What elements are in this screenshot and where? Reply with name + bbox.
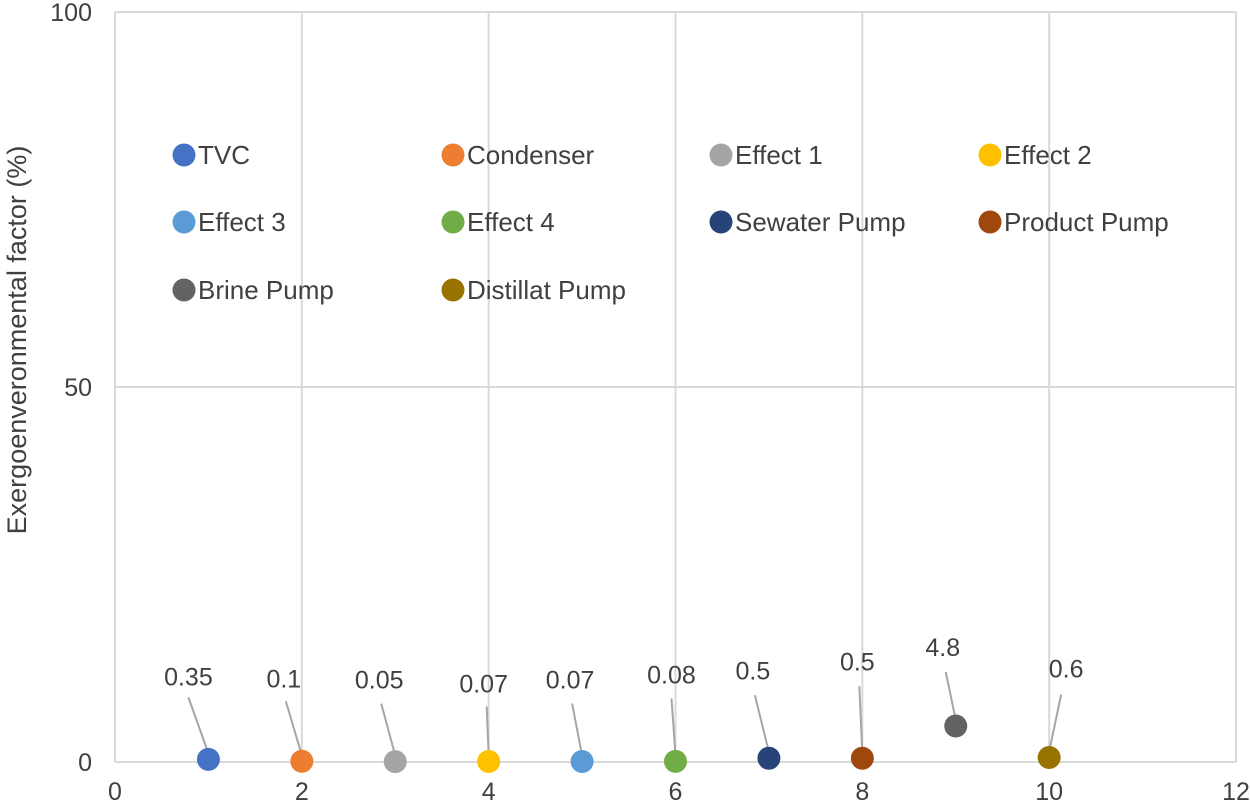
x-tick-label-12: 12 <box>1222 778 1250 806</box>
x-tick-label-2: 2 <box>295 778 309 806</box>
point-condenser <box>290 750 313 773</box>
point-effect-2 <box>477 750 500 773</box>
data-label-condenser: 0.1 <box>266 665 301 693</box>
grid <box>115 12 1236 762</box>
legend-item: Effect 1 <box>710 140 823 170</box>
legend-marker <box>442 211 465 234</box>
legend-marker <box>173 279 196 302</box>
point-effect-3 <box>571 750 594 773</box>
data-label-sewater-pump: 0.5 <box>736 657 771 685</box>
legend-label: TVC <box>198 140 250 170</box>
legend-label: Sewater Pump <box>735 207 906 237</box>
point-effect-1 <box>384 750 407 773</box>
legend-label: Effect 1 <box>735 140 823 170</box>
leader-line <box>572 703 582 755</box>
legend-label: Condenser <box>467 140 595 170</box>
legend-item: Product Pump <box>979 207 1169 237</box>
data-label-product-pump: 0.5 <box>840 648 875 676</box>
point-tvc <box>197 748 220 771</box>
point-sewater-pump <box>757 747 780 770</box>
legend-label: Effect 4 <box>467 207 555 237</box>
x-tick-label-10: 10 <box>1035 778 1063 806</box>
legend-item: Condenser <box>442 140 595 170</box>
y-axis-label: Exergoenveronmental factor (%) <box>2 146 32 535</box>
x-axis-ticks: 0 2 4 6 8 10 12 <box>108 778 1250 806</box>
data-label-effect-4: 0.08 <box>647 661 696 689</box>
data-label-distillat-pump: 0.6 <box>1049 656 1084 684</box>
leader-line <box>188 697 208 753</box>
legend-item: Effect 2 <box>979 140 1092 170</box>
x-tick-label-8: 8 <box>855 778 869 806</box>
point-brine-pump <box>944 715 967 738</box>
legend-label: Product Pump <box>1004 207 1169 237</box>
y-tick-label-0: 0 <box>78 749 92 777</box>
leader-line <box>755 695 769 752</box>
legend-marker <box>442 144 465 167</box>
legend-marker <box>173 144 196 167</box>
legend-marker <box>979 211 1002 234</box>
leader-line <box>946 672 956 720</box>
point-effect-4 <box>664 750 687 773</box>
legend-item: Effect 3 <box>173 207 286 237</box>
legend-label: Effect 2 <box>1004 140 1092 170</box>
legend-marker <box>710 144 733 167</box>
legend-item: Brine Pump <box>173 275 334 305</box>
legend-marker <box>442 279 465 302</box>
legend-item: Distillat Pump <box>442 275 626 305</box>
point-distillat-pump <box>1038 746 1061 769</box>
leader-line <box>1049 695 1061 752</box>
leader-line <box>381 704 395 756</box>
leader-line <box>286 701 302 755</box>
data-points <box>197 715 1061 774</box>
legend-label: Brine Pump <box>198 275 334 305</box>
legend-item: TVC <box>173 140 251 170</box>
legend-item: Sewater Pump <box>710 207 906 237</box>
data-label-effect-2: 0.07 <box>459 670 508 698</box>
legend-label: Effect 3 <box>198 207 286 237</box>
legend-item: Effect 4 <box>442 207 555 237</box>
x-tick-label-0: 0 <box>108 778 122 806</box>
data-label-effect-3: 0.07 <box>546 666 595 694</box>
data-label-tvc: 0.35 <box>164 663 213 691</box>
data-label-brine-pump: 4.8 <box>925 634 960 662</box>
data-label-effect-1: 0.05 <box>355 667 404 695</box>
legend-label: Distillat Pump <box>467 275 626 305</box>
x-tick-label-6: 6 <box>669 778 683 806</box>
legend: TVC Condenser Effect 1 Effect 2 Effect 3 Effe… <box>173 140 1169 305</box>
legend-marker <box>173 211 196 234</box>
legend-marker <box>979 144 1002 167</box>
label-leader-lines <box>188 672 1061 756</box>
legend-marker <box>710 211 733 234</box>
y-axis-ticks: 0 50 100 <box>50 0 92 777</box>
y-tick-label-50: 50 <box>64 374 92 402</box>
scatter-chart: 0 2 4 6 8 10 12 0 50 100 0.35 0.1 0.05 0.07 0.07 0.08… <box>0 0 1250 806</box>
point-product-pump <box>851 747 874 770</box>
x-tick-label-4: 4 <box>482 778 496 806</box>
y-tick-label-100: 100 <box>50 0 92 27</box>
